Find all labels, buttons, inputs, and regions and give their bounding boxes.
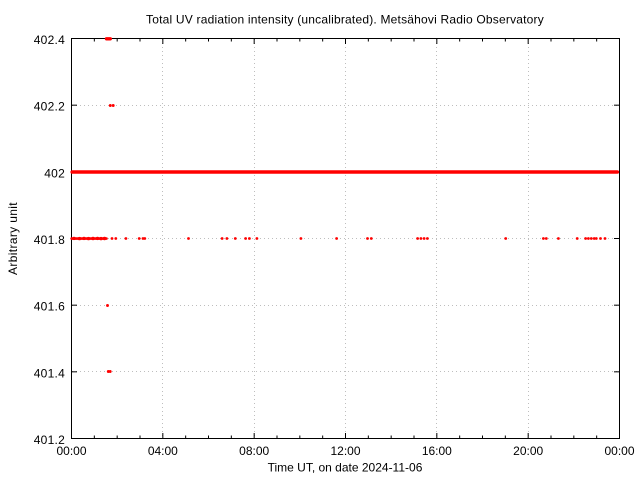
svg-text:402: 402 (44, 166, 65, 180)
svg-text:16:00: 16:00 (422, 444, 452, 458)
svg-text:20:00: 20:00 (513, 444, 543, 458)
svg-text:04:00: 04:00 (148, 444, 178, 458)
svg-text:00:00: 00:00 (56, 444, 86, 458)
svg-text:08:00: 08:00 (239, 444, 269, 458)
svg-text:Total UV radiation intensity (: Total UV radiation intensity (uncalibrat… (146, 13, 544, 27)
svg-text:402.4: 402.4 (34, 33, 65, 47)
svg-text:00:00: 00:00 (604, 444, 634, 458)
svg-text:402.2: 402.2 (34, 100, 65, 114)
svg-text:401.8: 401.8 (34, 233, 65, 247)
svg-text:401.6: 401.6 (34, 300, 65, 314)
svg-text:12:00: 12:00 (330, 444, 360, 458)
svg-text:Arbitrary unit: Arbitrary unit (6, 202, 20, 275)
svg-text:Time UT, on date 2024-11-06: Time UT, on date 2024-11-06 (268, 461, 423, 475)
svg-text:401.2: 401.2 (34, 433, 65, 447)
svg-text:401.4: 401.4 (34, 366, 65, 380)
